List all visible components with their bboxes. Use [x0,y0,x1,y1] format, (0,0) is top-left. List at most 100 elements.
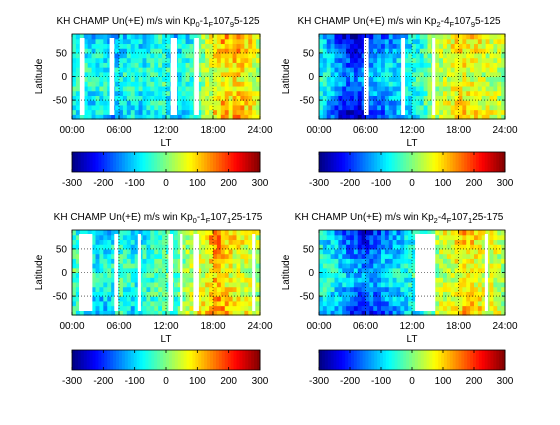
heatmap-cell [439,57,444,63]
heatmap-cell [95,109,101,115]
heatmap-cell [185,310,191,316]
heatmap-cell [87,67,93,73]
heatmap-cell [338,248,343,255]
heatmap-cell [216,263,222,269]
heatmap-cell [216,296,222,302]
heatmap-cell [181,48,187,54]
heatmap-cell [481,76,487,82]
heatmap-cell [377,81,382,87]
heatmap-cell [99,62,104,68]
heatmap-cell [236,286,242,292]
heatmap-cell [369,277,374,283]
heatmap-cell [220,90,226,96]
heatmap-cell [361,67,367,73]
heatmap-cell [489,62,494,68]
heatmap-cell [95,43,101,49]
heatmap-cell [384,300,390,307]
heatmap-cell [338,258,343,264]
heatmap-cell [150,62,155,68]
colorbar-step [464,350,468,370]
heatmap-cell [338,291,343,297]
heatmap-cell [150,248,155,255]
heatmap-cell [322,95,328,101]
heatmap-cell [72,286,77,292]
heatmap-cell [126,230,132,236]
heatmap-cell [493,71,498,78]
x-tick-label: 12:00 [153,321,178,332]
heatmap-cell [173,239,179,245]
heatmap-cell [466,253,471,259]
heatmap-cell [146,277,151,283]
heatmap-cell [462,34,467,40]
heatmap-cell [388,267,394,274]
heatmap-cell [75,244,81,250]
heatmap-cell [142,67,148,73]
heatmap-cell [470,38,475,45]
colorbar-step [72,350,76,370]
heatmap-cell [220,310,226,316]
heatmap-cell [381,277,386,283]
heatmap-cell [489,109,494,115]
heatmap-cell [338,114,343,120]
heatmap-cell [232,244,238,250]
heatmap-cell [177,71,183,78]
heatmap-cell [134,253,140,259]
heatmap-cell [72,114,77,120]
colorbar-step [420,350,425,370]
heatmap-cell [126,76,132,82]
heatmap-cell [454,291,460,297]
heatmap-cell [95,300,101,307]
heatmap-cell [392,67,398,73]
heatmap-cell [350,305,355,311]
heatmap-cell [439,291,444,297]
heatmap-cell [216,258,222,264]
heatmap-cell [119,230,124,236]
heatmap-cell [232,230,238,236]
heatmap-cell [166,100,171,106]
heatmap-cell [466,100,471,106]
heatmap-cell [232,291,238,297]
heatmap-cell [458,43,463,49]
colorbar-step [230,350,235,370]
heatmap-cell [381,281,386,288]
heatmap-cell [103,244,108,250]
heatmap-cell [388,57,394,63]
heatmap-cell [489,34,494,40]
heatmap-cell [201,52,206,59]
heatmap-cell [244,90,249,96]
heatmap-cell [404,281,409,288]
heatmap-cell [497,48,502,54]
y-axis-label: Latitude [34,58,45,94]
heatmap-cell [181,114,187,120]
colorbar-step [195,152,199,172]
heatmap-cell [142,296,148,302]
heatmap-cell [72,277,77,283]
heatmap-cell [330,291,336,297]
heatmap-cell [454,277,460,283]
heatmap-cell [357,81,363,87]
colorbar-tick-label: 300 [497,178,514,189]
heatmap-cell [209,253,214,259]
heatmap-cell [209,67,214,73]
heatmap-cell [384,38,390,45]
heatmap-cell [501,253,506,259]
colorbar-step [319,152,323,172]
heatmap-cell [404,95,409,101]
heatmap-cell [466,95,471,101]
heatmap-cell [228,230,234,236]
heatmap-cell [423,90,429,96]
x-tick-label: 18:00 [446,321,471,332]
heatmap-cell [357,281,363,288]
heatmap-cell [228,272,234,278]
heatmap-cell [138,43,144,49]
heatmap-cell [404,71,409,78]
heatmap-cell [489,76,494,82]
heatmap-cell [119,300,124,307]
heatmap-cell [103,109,108,115]
heatmap-cell [361,239,367,245]
heatmap-cell [99,81,104,87]
heatmap-cell [119,291,124,297]
heatmap-cell [408,100,413,106]
heatmap-cell [177,90,183,96]
heatmap-cell [232,248,238,255]
